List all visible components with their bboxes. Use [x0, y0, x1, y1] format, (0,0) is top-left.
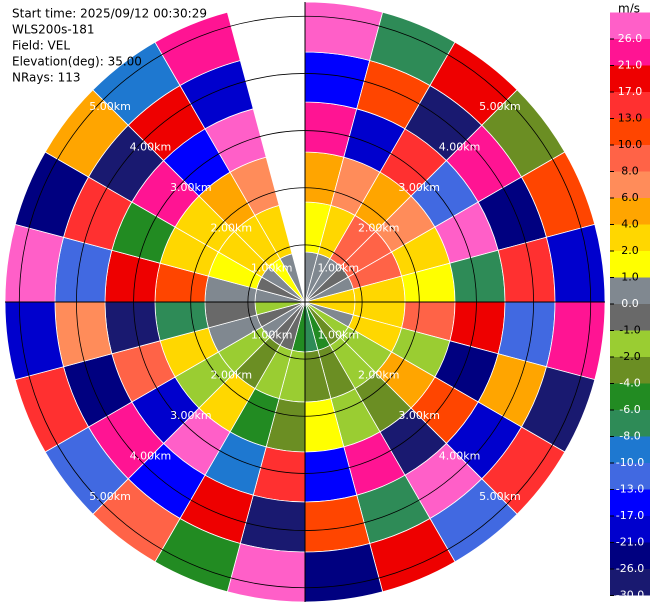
- ring-label: 3.00km: [398, 409, 440, 422]
- ring-label: 1.00km: [251, 328, 293, 341]
- colorbar-bin: [610, 39, 650, 66]
- colorbar-bin: [610, 198, 650, 225]
- colorbar-bin: [610, 383, 650, 410]
- colorbar-bin: [610, 65, 650, 92]
- ring-label: 2.00km: [210, 221, 252, 234]
- colorbar-label: 2.0: [621, 244, 639, 257]
- range-gate: [4, 223, 65, 303]
- header-line: Elevation(deg): 35.00: [12, 55, 142, 69]
- header-line: WLS200s-181: [12, 23, 95, 37]
- ring-label: 3.00km: [170, 181, 212, 194]
- header-line: Start time: 2025/09/12 00:30:29: [12, 7, 207, 21]
- colorbar-bin: [610, 92, 650, 119]
- ring-label: 4.00km: [439, 450, 481, 463]
- colorbar-label: 1.0: [621, 271, 639, 284]
- colorbar-bin: [610, 463, 650, 490]
- colorbar-bin: [610, 569, 650, 596]
- colorbar-bin: [610, 330, 650, 357]
- range-gate: [4, 301, 65, 381]
- ring-label: 1.00km: [318, 262, 360, 275]
- colorbar-bin: [610, 410, 650, 437]
- range-gate: [545, 301, 606, 381]
- colorbar-title: m/s: [618, 2, 640, 16]
- range-gate: [304, 542, 384, 603]
- ring-label: 2.00km: [358, 369, 400, 382]
- colorbar-label: -30.0: [616, 589, 644, 602]
- range-gate: [304, 1, 384, 62]
- colorbar-label: 8.0: [621, 165, 639, 178]
- header: Start time: 2025/09/12 00:30:29 WLS200s-1…: [12, 7, 207, 85]
- colorbar-label: -13.0: [616, 483, 644, 496]
- colorbar-bin: [610, 224, 650, 251]
- colorbar-label: -6.0: [619, 403, 640, 416]
- ring-label: 4.00km: [439, 140, 481, 153]
- colorbar-label: 21.0: [618, 59, 643, 72]
- ring-label: 5.00km: [89, 100, 131, 113]
- ppi-field: [4, 1, 606, 603]
- ring-label: 5.00km: [89, 490, 131, 503]
- ring-label: 4.00km: [130, 450, 172, 463]
- colorbar-label: 0.0: [621, 297, 639, 310]
- colorbar-label: 6.0: [621, 191, 639, 204]
- ring-label: 4.00km: [130, 140, 172, 153]
- colorbar-bin: [610, 118, 650, 145]
- colorbar-label: -4.0: [619, 377, 640, 390]
- colorbar-bin: [610, 251, 650, 278]
- colorbar-bin: [610, 357, 650, 384]
- ring-label: 2.00km: [358, 221, 400, 234]
- colorbar: m/s 26.0 21.0 17.0 13.0 10.0 8.0 6.0 4.0 2.0 1.0 0.…: [610, 2, 650, 602]
- ring-label: 1.00km: [251, 262, 293, 275]
- range-gate: [154, 11, 241, 87]
- colorbar-bin: [610, 277, 650, 304]
- colorbar-bin: [610, 436, 650, 463]
- colorbar-label: -17.0: [616, 509, 644, 522]
- ring-label: 2.00km: [210, 369, 252, 382]
- colorbar-bin: [610, 542, 650, 569]
- header-line: Field: VEL: [12, 39, 70, 53]
- colorbar-label: -2.0: [619, 350, 640, 363]
- colorbar-bin: [610, 489, 650, 516]
- header-line: NRays: 113: [12, 71, 81, 85]
- colorbar-bin: [610, 304, 650, 331]
- range-gate: [545, 223, 606, 303]
- colorbar-label: -10.0: [616, 456, 644, 469]
- colorbar-label: 13.0: [618, 112, 643, 125]
- ring-label: 1.00km: [318, 328, 360, 341]
- ring-label: 5.00km: [479, 490, 521, 503]
- ring-label: 5.00km: [479, 100, 521, 113]
- ring-label: 3.00km: [170, 409, 212, 422]
- colorbar-label: 10.0: [618, 138, 643, 151]
- colorbar-label: 26.0: [618, 32, 643, 45]
- colorbar-label: -21.0: [616, 536, 644, 549]
- colorbar-bin: [610, 12, 650, 39]
- colorbar-label: 4.0: [621, 218, 639, 231]
- colorbar-bin: [610, 145, 650, 172]
- colorbar-label: 17.0: [618, 85, 643, 98]
- colorbar-label: -8.0: [619, 430, 640, 443]
- range-gate: [226, 542, 306, 603]
- colorbar-label: -26.0: [616, 562, 644, 575]
- ring-label: 3.00km: [398, 181, 440, 194]
- colorbar-bin: [610, 516, 650, 543]
- colorbar-bin: [610, 171, 650, 198]
- colorbar-label: -1.0: [619, 324, 640, 337]
